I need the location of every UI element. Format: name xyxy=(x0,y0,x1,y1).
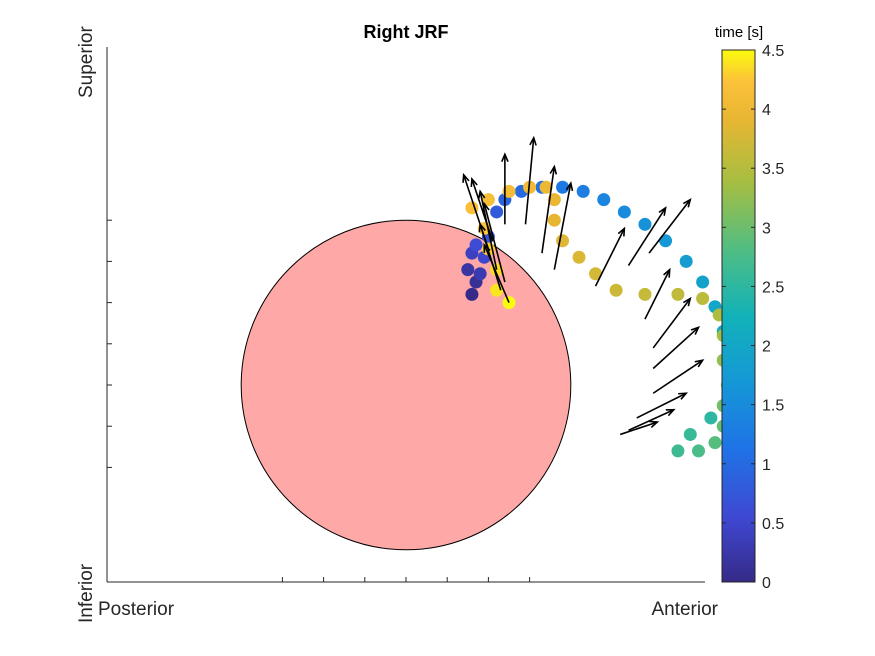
force-vector-head xyxy=(470,177,478,188)
path-point xyxy=(638,217,652,231)
force-vector-head xyxy=(694,359,705,368)
path-point xyxy=(696,291,710,305)
path-point xyxy=(461,263,475,277)
colorbar-ticks: 0 0.5 1 1.5 2 2.5 3 3.5 4 4.5 xyxy=(722,43,784,592)
path-point xyxy=(609,283,623,297)
path-point xyxy=(547,193,561,207)
path-point xyxy=(589,267,603,281)
force-vector xyxy=(652,359,704,394)
force-vectors xyxy=(462,135,705,436)
force-vector xyxy=(524,137,535,225)
force-vector-head xyxy=(690,325,701,335)
force-vector-head xyxy=(462,172,470,183)
y-axis-label-superior: Superior xyxy=(76,26,97,98)
path-point xyxy=(696,275,710,289)
colorbar-tick-label: 3.5 xyxy=(762,161,784,178)
path-point xyxy=(547,213,561,227)
force-vector-head xyxy=(682,197,692,208)
force-vector-head xyxy=(549,164,558,175)
y-axis-label-inferior: Inferior xyxy=(76,563,97,623)
force-vector-head xyxy=(477,189,486,200)
colorbar-tick-label: 3 xyxy=(762,220,771,237)
y-axis-ticks xyxy=(107,219,112,468)
force-vector-head xyxy=(665,408,676,417)
colorbar-tick-label: 0 xyxy=(762,575,771,592)
colorbar-tick-label: 2 xyxy=(762,339,771,356)
reference-circle xyxy=(240,219,572,551)
force-vector xyxy=(628,408,675,432)
force-vector-head xyxy=(565,181,574,192)
path-point xyxy=(683,427,697,441)
force-vector-head xyxy=(482,201,490,212)
colorbar-title: time [s] xyxy=(715,24,763,41)
path-point xyxy=(502,184,516,198)
force-vector xyxy=(471,178,494,242)
path-point xyxy=(490,205,504,219)
force-vector xyxy=(594,228,626,287)
colorbar-tick-label: 0.5 xyxy=(762,516,784,533)
force-vector-head xyxy=(478,222,486,233)
force-vector xyxy=(553,182,572,270)
force-vector-head xyxy=(529,135,537,146)
force-vector xyxy=(652,298,691,349)
path-point xyxy=(597,193,611,207)
force-vector xyxy=(648,199,691,254)
force-vector xyxy=(644,269,671,320)
colorbar-tick-label: 1 xyxy=(762,457,771,474)
path-point xyxy=(671,287,685,301)
path-point xyxy=(659,234,673,248)
force-vector-head xyxy=(617,226,626,237)
path-point xyxy=(481,193,495,207)
path-point xyxy=(539,180,553,194)
path-point xyxy=(469,238,483,252)
path-point xyxy=(556,234,570,248)
path-point xyxy=(465,287,479,301)
force-vector-head xyxy=(483,243,491,253)
force-vector xyxy=(479,224,502,291)
force-vector xyxy=(483,244,510,303)
colorbar-tick-label: 4.5 xyxy=(762,43,784,60)
path-point xyxy=(708,436,722,450)
force-vector-head xyxy=(682,296,692,307)
axes xyxy=(106,47,705,583)
force-vector xyxy=(541,166,556,254)
force-vector xyxy=(627,207,667,266)
force-vector xyxy=(483,203,506,283)
path-point xyxy=(556,180,570,194)
x-axis-label-posterior: Posterior xyxy=(98,599,175,620)
path-point xyxy=(638,287,652,301)
force-vector xyxy=(652,326,700,370)
plot-area xyxy=(240,135,738,551)
path-point xyxy=(576,184,590,198)
force-vector-head xyxy=(678,392,688,400)
path-point xyxy=(572,250,586,264)
path-point xyxy=(692,444,706,458)
x-axis-label-anterior: Anterior xyxy=(651,599,718,620)
path-point xyxy=(704,411,718,425)
x-axis-ticks xyxy=(281,577,531,582)
path-point xyxy=(617,205,631,219)
force-vector-head xyxy=(658,206,667,216)
colorbar-tick-label: 4 xyxy=(762,102,771,119)
chart-title: Right JRF xyxy=(364,22,449,42)
colorbar-tick-label: 2.5 xyxy=(762,279,784,296)
force-vector xyxy=(619,421,658,436)
colorbar-tick-label: 1.5 xyxy=(762,398,784,415)
force-vector xyxy=(636,392,687,419)
colorbar-gradient xyxy=(721,49,756,583)
force-vector-head xyxy=(663,267,671,278)
path-point xyxy=(671,444,685,458)
path-point xyxy=(679,254,693,268)
path-point xyxy=(473,267,487,281)
colorbar: 0 0.5 1 1.5 2 2.5 3 3.5 4 4.5 time [s] xyxy=(715,24,785,592)
force-vector-head xyxy=(501,152,509,162)
force-vector-head xyxy=(649,420,660,428)
